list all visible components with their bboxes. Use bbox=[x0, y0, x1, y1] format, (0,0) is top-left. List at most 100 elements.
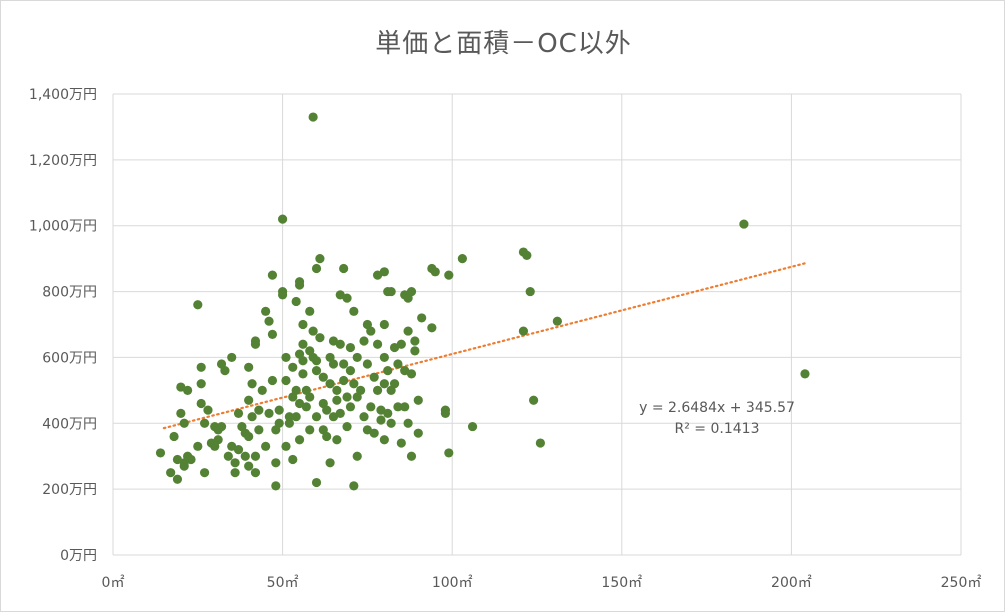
data-point bbox=[529, 395, 539, 405]
data-point bbox=[315, 333, 325, 343]
data-point bbox=[328, 359, 339, 369]
data-point bbox=[166, 468, 176, 478]
data-point bbox=[155, 448, 166, 458]
data-point bbox=[311, 263, 322, 274]
data-point bbox=[254, 425, 264, 435]
x-tick-label: 50㎡ bbox=[267, 575, 299, 591]
data-point bbox=[413, 395, 423, 405]
data-point bbox=[366, 326, 376, 336]
data-point bbox=[318, 372, 328, 382]
data-point bbox=[444, 270, 454, 280]
data-point bbox=[376, 415, 386, 425]
data-point bbox=[339, 359, 349, 369]
data-point bbox=[522, 250, 532, 260]
data-point bbox=[298, 319, 308, 330]
chart-title: 単価と面積－OC以外 bbox=[375, 29, 632, 59]
data-point bbox=[386, 418, 396, 428]
data-point bbox=[230, 458, 240, 468]
data-point bbox=[403, 326, 413, 336]
data-point bbox=[379, 267, 389, 277]
data-point bbox=[216, 421, 227, 432]
data-point bbox=[298, 339, 308, 349]
data-point bbox=[305, 425, 315, 435]
data-point bbox=[264, 316, 274, 326]
data-point bbox=[176, 408, 186, 419]
y-tick-label: 1,200万円 bbox=[29, 153, 97, 169]
data-point bbox=[261, 441, 271, 451]
trendline bbox=[162, 262, 807, 430]
data-point bbox=[325, 458, 335, 468]
y-tick-label: 200万円 bbox=[42, 482, 97, 498]
y-tick-label: 1,400万円 bbox=[29, 87, 97, 103]
data-point bbox=[396, 339, 406, 349]
x-tick-label: 200㎡ bbox=[771, 575, 812, 591]
data-point bbox=[335, 339, 345, 349]
data-point bbox=[305, 306, 315, 316]
data-point bbox=[552, 316, 562, 326]
data-point bbox=[247, 412, 257, 422]
data-point bbox=[291, 385, 301, 395]
data-point bbox=[196, 398, 206, 409]
data-point bbox=[372, 385, 383, 395]
data-point bbox=[379, 352, 389, 363]
data-point bbox=[220, 366, 230, 376]
data-point bbox=[369, 372, 379, 382]
data-point bbox=[308, 326, 318, 336]
data-point bbox=[383, 366, 393, 376]
data-point bbox=[427, 323, 437, 333]
data-point bbox=[291, 412, 301, 422]
data-point bbox=[199, 468, 210, 478]
data-point bbox=[291, 296, 301, 307]
data-point bbox=[359, 336, 369, 346]
data-point bbox=[335, 408, 345, 419]
data-point bbox=[267, 270, 278, 280]
data-point bbox=[281, 441, 291, 451]
data-point bbox=[193, 300, 203, 310]
data-point bbox=[244, 362, 254, 372]
data-point bbox=[172, 474, 183, 484]
data-point bbox=[800, 369, 810, 379]
data-point bbox=[250, 451, 261, 461]
data-point bbox=[457, 254, 467, 264]
data-point bbox=[294, 435, 305, 445]
data-point bbox=[440, 408, 451, 419]
axis-tick-labels: 0万円 200万円 400万円 600万円 800万円 1,000万円 1,200万円 1,4… bbox=[29, 87, 981, 591]
data-point bbox=[203, 405, 213, 415]
data-point bbox=[193, 441, 203, 451]
data-point bbox=[417, 313, 427, 323]
data-point bbox=[339, 263, 349, 274]
data-point bbox=[332, 395, 342, 405]
data-point bbox=[406, 451, 417, 461]
data-point bbox=[271, 458, 281, 468]
y-tick-label: 600万円 bbox=[42, 350, 97, 366]
data-point bbox=[339, 375, 349, 386]
data-point bbox=[396, 438, 406, 448]
data-point bbox=[406, 369, 417, 379]
data-point bbox=[233, 445, 244, 455]
data-point bbox=[223, 451, 233, 461]
data-point bbox=[406, 286, 417, 297]
data-point bbox=[311, 412, 322, 422]
data-point bbox=[261, 306, 271, 316]
data-point bbox=[349, 481, 359, 491]
data-point bbox=[311, 356, 322, 366]
data-point bbox=[240, 451, 250, 461]
data-point bbox=[332, 435, 342, 445]
data-point bbox=[389, 379, 400, 389]
data-point bbox=[183, 385, 193, 395]
data-point bbox=[267, 375, 278, 386]
data-point bbox=[278, 214, 288, 224]
data-point bbox=[525, 286, 535, 297]
data-point bbox=[284, 418, 294, 428]
data-point bbox=[410, 336, 420, 346]
y-tick-label: 0万円 bbox=[60, 548, 97, 564]
data-point bbox=[233, 408, 244, 419]
data-point bbox=[518, 326, 529, 336]
data-point bbox=[322, 431, 332, 442]
data-point bbox=[342, 421, 352, 432]
data-point bbox=[244, 395, 254, 405]
trendline-equation: y = 2.6484x + 345.57 R² = 0.1413 bbox=[639, 400, 795, 437]
data-point bbox=[413, 428, 423, 438]
data-points bbox=[155, 112, 810, 491]
